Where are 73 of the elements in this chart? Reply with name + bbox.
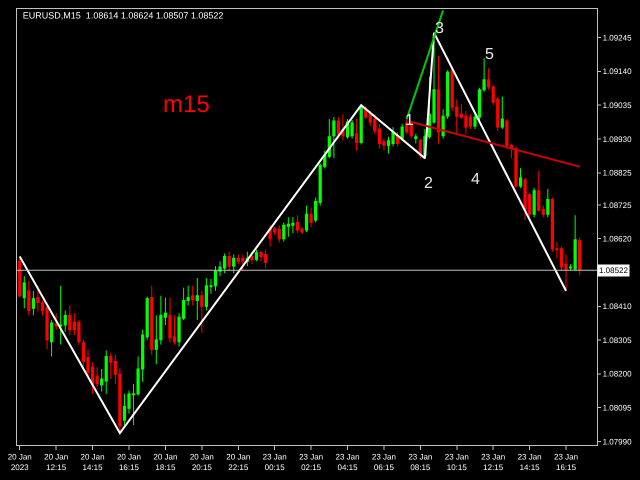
x-tick-label: 20 Jan 22:15 (226, 452, 250, 472)
y-tick-label: 1.08410 (602, 302, 632, 312)
candlestick (546, 188, 550, 218)
ref-line-label: 1.08522 (599, 266, 628, 275)
x-tick-label: 23 Jan 12:15 (481, 452, 506, 472)
x-tick-label: 23 Jan 10:15 (444, 452, 469, 472)
chart-title: EURUSD,M15 1.08614 1.08624 1.08507 1.08522 (22, 10, 224, 20)
x-tick-label: 23 Jan 04:15 (336, 452, 360, 472)
candlestick (36, 285, 40, 312)
y-tick-label: 1.08620 (602, 234, 632, 244)
x-tick-label: 20 Jan 18:15 (153, 452, 178, 472)
candlestick (45, 304, 49, 350)
candlestick (414, 133, 418, 144)
candlestick (532, 187, 536, 218)
y-tick-label: 1.08200 (602, 370, 632, 379)
candlestick (254, 249, 258, 262)
x-tick-label: 23 Jan 06:15 (372, 452, 396, 472)
x-tick-label: 20 Jan 12:15 (44, 452, 68, 472)
x-tick-label: 20 Jan 14:15 (80, 452, 105, 472)
candlestick (250, 251, 254, 265)
candlestick (228, 251, 231, 272)
candlestick (232, 254, 236, 274)
candlestick (168, 297, 172, 344)
candlestick (360, 104, 363, 145)
candlestick (18, 256, 22, 298)
candlestick (22, 276, 26, 309)
x-tick-label: 20 Jan 20:15 (190, 452, 214, 472)
x-tick-label: 20 Jan 16:15 (116, 452, 142, 472)
annotation: 2 (424, 175, 433, 192)
candlestick (196, 278, 199, 321)
candlestick (500, 96, 504, 130)
y-tick-label: 1.07990 (602, 437, 632, 446)
line-series (18, 32, 568, 434)
candlestick (214, 266, 218, 292)
candlestick (296, 214, 300, 234)
candlestick (222, 253, 226, 274)
candlestick (400, 123, 404, 142)
candlestick (350, 120, 354, 140)
candlestick (436, 54, 440, 144)
candlestick (27, 280, 30, 316)
x-tick-label: 23 Jan 16:15 (554, 452, 578, 472)
candlestick (336, 116, 340, 140)
candlestick (578, 236, 582, 276)
candlestick (54, 312, 58, 330)
y-tick-label: 1.08825 (602, 168, 632, 178)
candlestick (122, 393, 126, 426)
candlestick (191, 285, 194, 306)
x-tick-label: 23 Jan 08:15 (408, 452, 432, 472)
annotation: 4 (471, 171, 480, 188)
candlestick (355, 118, 358, 152)
candlestick (309, 207, 313, 228)
y-tick-label: 1.08095 (602, 403, 632, 412)
candlestick (50, 320, 54, 358)
candlestick (473, 114, 477, 130)
candlestick (264, 249, 268, 269)
y-tick-label: 1.08930 (602, 134, 632, 144)
y-tick-label: 1.09035 (602, 101, 632, 110)
candlestick (304, 205, 308, 232)
x-tick-label: 23 Jan 00:15 (262, 452, 287, 472)
x-tick-label: 23 Jan 14:15 (518, 452, 542, 472)
candlestick (32, 290, 35, 316)
x-tick-label: 23 Jan 02:15 (299, 452, 324, 472)
candlestick (518, 168, 522, 188)
annotation: m15 (163, 91, 210, 118)
y-tick-label: 1.08725 (602, 200, 632, 210)
annotation: 5 (485, 46, 494, 63)
candlestick (200, 290, 204, 334)
y-tick-label: 1.08305 (602, 336, 632, 345)
x-tick-label: 20 Jan 2023 (8, 452, 32, 472)
y-tick-label: 1.09245 (602, 33, 632, 42)
y-tick-label: 1.09140 (602, 67, 632, 76)
candlestick (468, 114, 472, 130)
candlestick (150, 285, 154, 356)
